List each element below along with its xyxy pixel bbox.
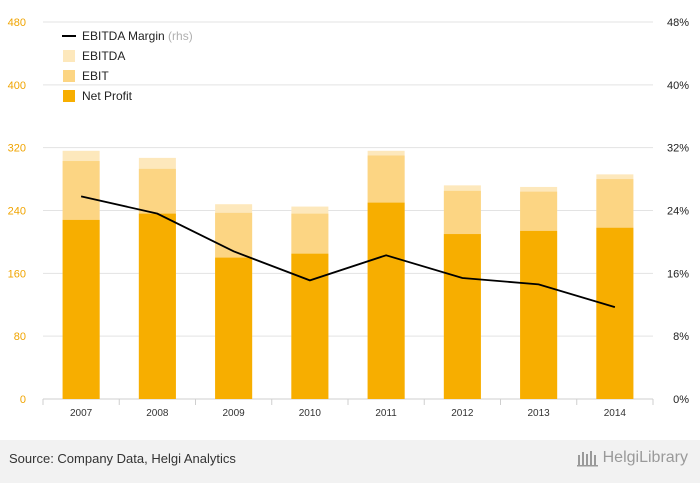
legend-label-suffix: (rhs) — [165, 29, 193, 43]
right-tick-label: 24% — [667, 206, 689, 218]
left-tick-label: 400 — [8, 80, 26, 92]
brand-name: HelgiLibrary — [602, 449, 688, 466]
x-tick-label-2010: 2010 — [299, 408, 322, 419]
x-tick-label-2009: 2009 — [223, 408, 246, 419]
left-tick-label: 80 — [14, 331, 26, 343]
left-tick-label: 0 — [20, 394, 26, 406]
x-tick-label-2007: 2007 — [70, 408, 93, 419]
bar-net-profit-2009 — [215, 257, 253, 399]
bar-net-profit-2014 — [596, 227, 634, 399]
bar-net-profit-2007 — [62, 219, 100, 399]
margin-line — [80, 195, 616, 308]
left-tick-label: 240 — [8, 206, 26, 218]
right-tick-label: 48% — [667, 17, 689, 29]
library-icon — [576, 451, 598, 467]
left-tick-label: 160 — [8, 268, 26, 280]
series-ebitda-margin-line — [80, 195, 616, 308]
legend-swatch — [63, 50, 75, 62]
gridlines — [43, 21, 653, 400]
brand-logo[interactable]: HelgiLibrary — [576, 449, 688, 467]
x-tick-label-2008: 2008 — [146, 408, 169, 419]
source-note: Source: Company Data, Helgi Analytics — [9, 451, 236, 466]
left-axis: 0 80 160 240 320 400 480 — [8, 17, 26, 406]
right-tick-label: 40% — [667, 80, 689, 92]
bar-net-profit-2013 — [520, 230, 558, 399]
legend-swatch — [63, 90, 75, 102]
bar-net-profit-2010 — [291, 253, 329, 399]
legend-label: EBITDA Margin (rhs) — [82, 29, 193, 43]
bar-net-profit-2008 — [138, 213, 176, 399]
right-tick-label: 0% — [673, 394, 689, 406]
x-tick-label-2014: 2014 — [604, 408, 627, 419]
x-tick-label-2012: 2012 — [451, 408, 474, 419]
chart: 0 80 160 240 320 400 480 0% 8% 16% 24% 32% 40% 48% 2… — [8, 17, 690, 419]
right-axis: 0% 8% 16% 24% 32% 40% 48% — [667, 17, 689, 406]
x-tick-label-2011: 2011 — [375, 408, 397, 419]
left-tick-label: 480 — [8, 17, 26, 29]
footer: Source: Company Data, Helgi Analytics He… — [0, 440, 700, 483]
legend-label: EBIT — [82, 69, 109, 83]
left-tick-label: 320 — [8, 143, 26, 155]
bars — [62, 150, 634, 399]
legend-label: Net Profit — [82, 89, 133, 103]
legend-swatch — [63, 70, 75, 82]
legend: EBITDA Margin (rhs) EBITDA EBIT Net Profit — [62, 29, 193, 103]
bar-net-profit-2011 — [367, 202, 405, 399]
bar-net-profit-2012 — [443, 234, 481, 399]
right-tick-label: 8% — [673, 331, 689, 343]
x-tick-label-2013: 2013 — [528, 408, 551, 419]
right-tick-label: 32% — [667, 143, 689, 155]
legend-label: EBITDA — [82, 49, 125, 63]
x-axis: 2007 2008 2009 2010 2011 2012 2013 2014 — [42, 399, 654, 419]
right-tick-label: 16% — [667, 268, 689, 280]
